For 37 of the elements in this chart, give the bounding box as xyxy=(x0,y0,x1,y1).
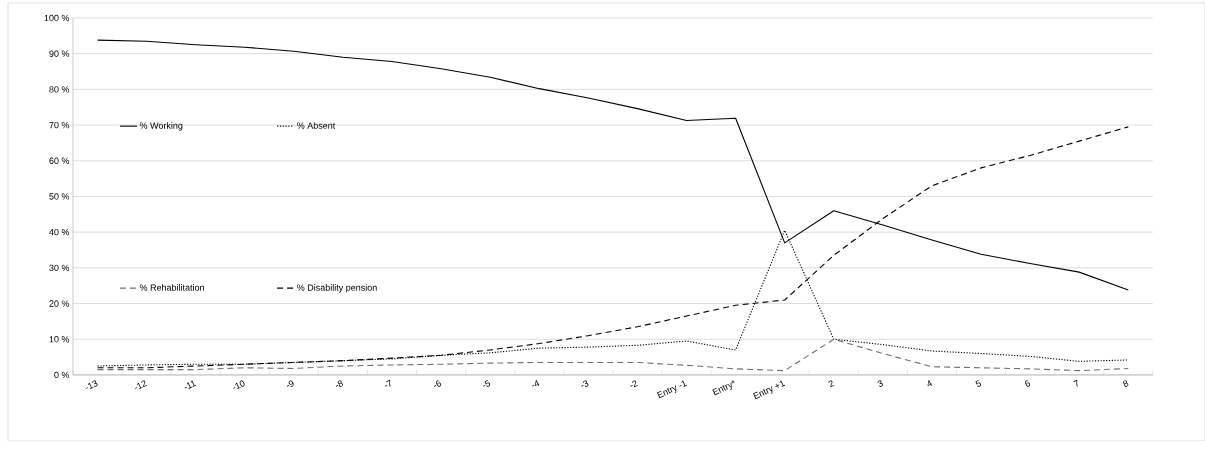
y-tick-label: 40 % xyxy=(49,229,70,236)
y-tick-label: 20 % xyxy=(49,300,70,307)
x-tick-label: -10 xyxy=(233,380,245,390)
x-tick-label: -6 xyxy=(434,380,442,387)
x-tick-label: -7 xyxy=(384,379,391,387)
y-tick-label: 90 % xyxy=(49,50,70,57)
x-tick-label: 3 xyxy=(877,380,883,387)
x-tick-label: -5 xyxy=(483,379,491,387)
legend-label: % Disability pension xyxy=(297,284,377,293)
x-tick-label: -2 xyxy=(630,380,638,388)
x-tick-label: -13 xyxy=(85,380,98,390)
x-tick-label: 7 xyxy=(1073,379,1078,387)
y-tick-label: 30 % xyxy=(49,264,70,272)
legend-label: % Rehabilitation xyxy=(139,284,204,291)
x-tick-label: -12 xyxy=(134,380,148,390)
x-tick-label: 6 xyxy=(1025,380,1031,387)
x-tick-label: Entry -1 xyxy=(656,380,688,399)
x-tick-label: 5 xyxy=(975,379,981,387)
legend-label: % Working xyxy=(139,122,183,131)
y-tick-label: 60 % xyxy=(49,157,70,164)
y-tick-label: 80 % xyxy=(49,86,70,93)
y-tick-label: 50 % xyxy=(49,193,70,200)
x-tick-label: -3 xyxy=(581,380,589,387)
y-tick-label: 70 % xyxy=(49,121,70,129)
x-tick-label: Entry +1 xyxy=(753,380,786,400)
x-tick-label: -4 xyxy=(532,380,540,387)
y-tick-label: 0 % xyxy=(54,371,70,379)
x-tick-label: -11 xyxy=(184,380,197,389)
x-tick-label: 2 xyxy=(828,380,835,388)
legend-label: % Absent xyxy=(297,122,336,129)
x-tick-label: -9 xyxy=(286,380,294,387)
x-tick-label: -8 xyxy=(335,380,344,387)
x-tick-label: 8 xyxy=(1123,380,1129,387)
x-tick-label: 4 xyxy=(927,380,933,387)
y-tick-label: 10 % xyxy=(49,336,70,343)
y-tick-label: 100 % xyxy=(44,14,70,22)
x-tick-label: Entry* xyxy=(712,380,735,396)
